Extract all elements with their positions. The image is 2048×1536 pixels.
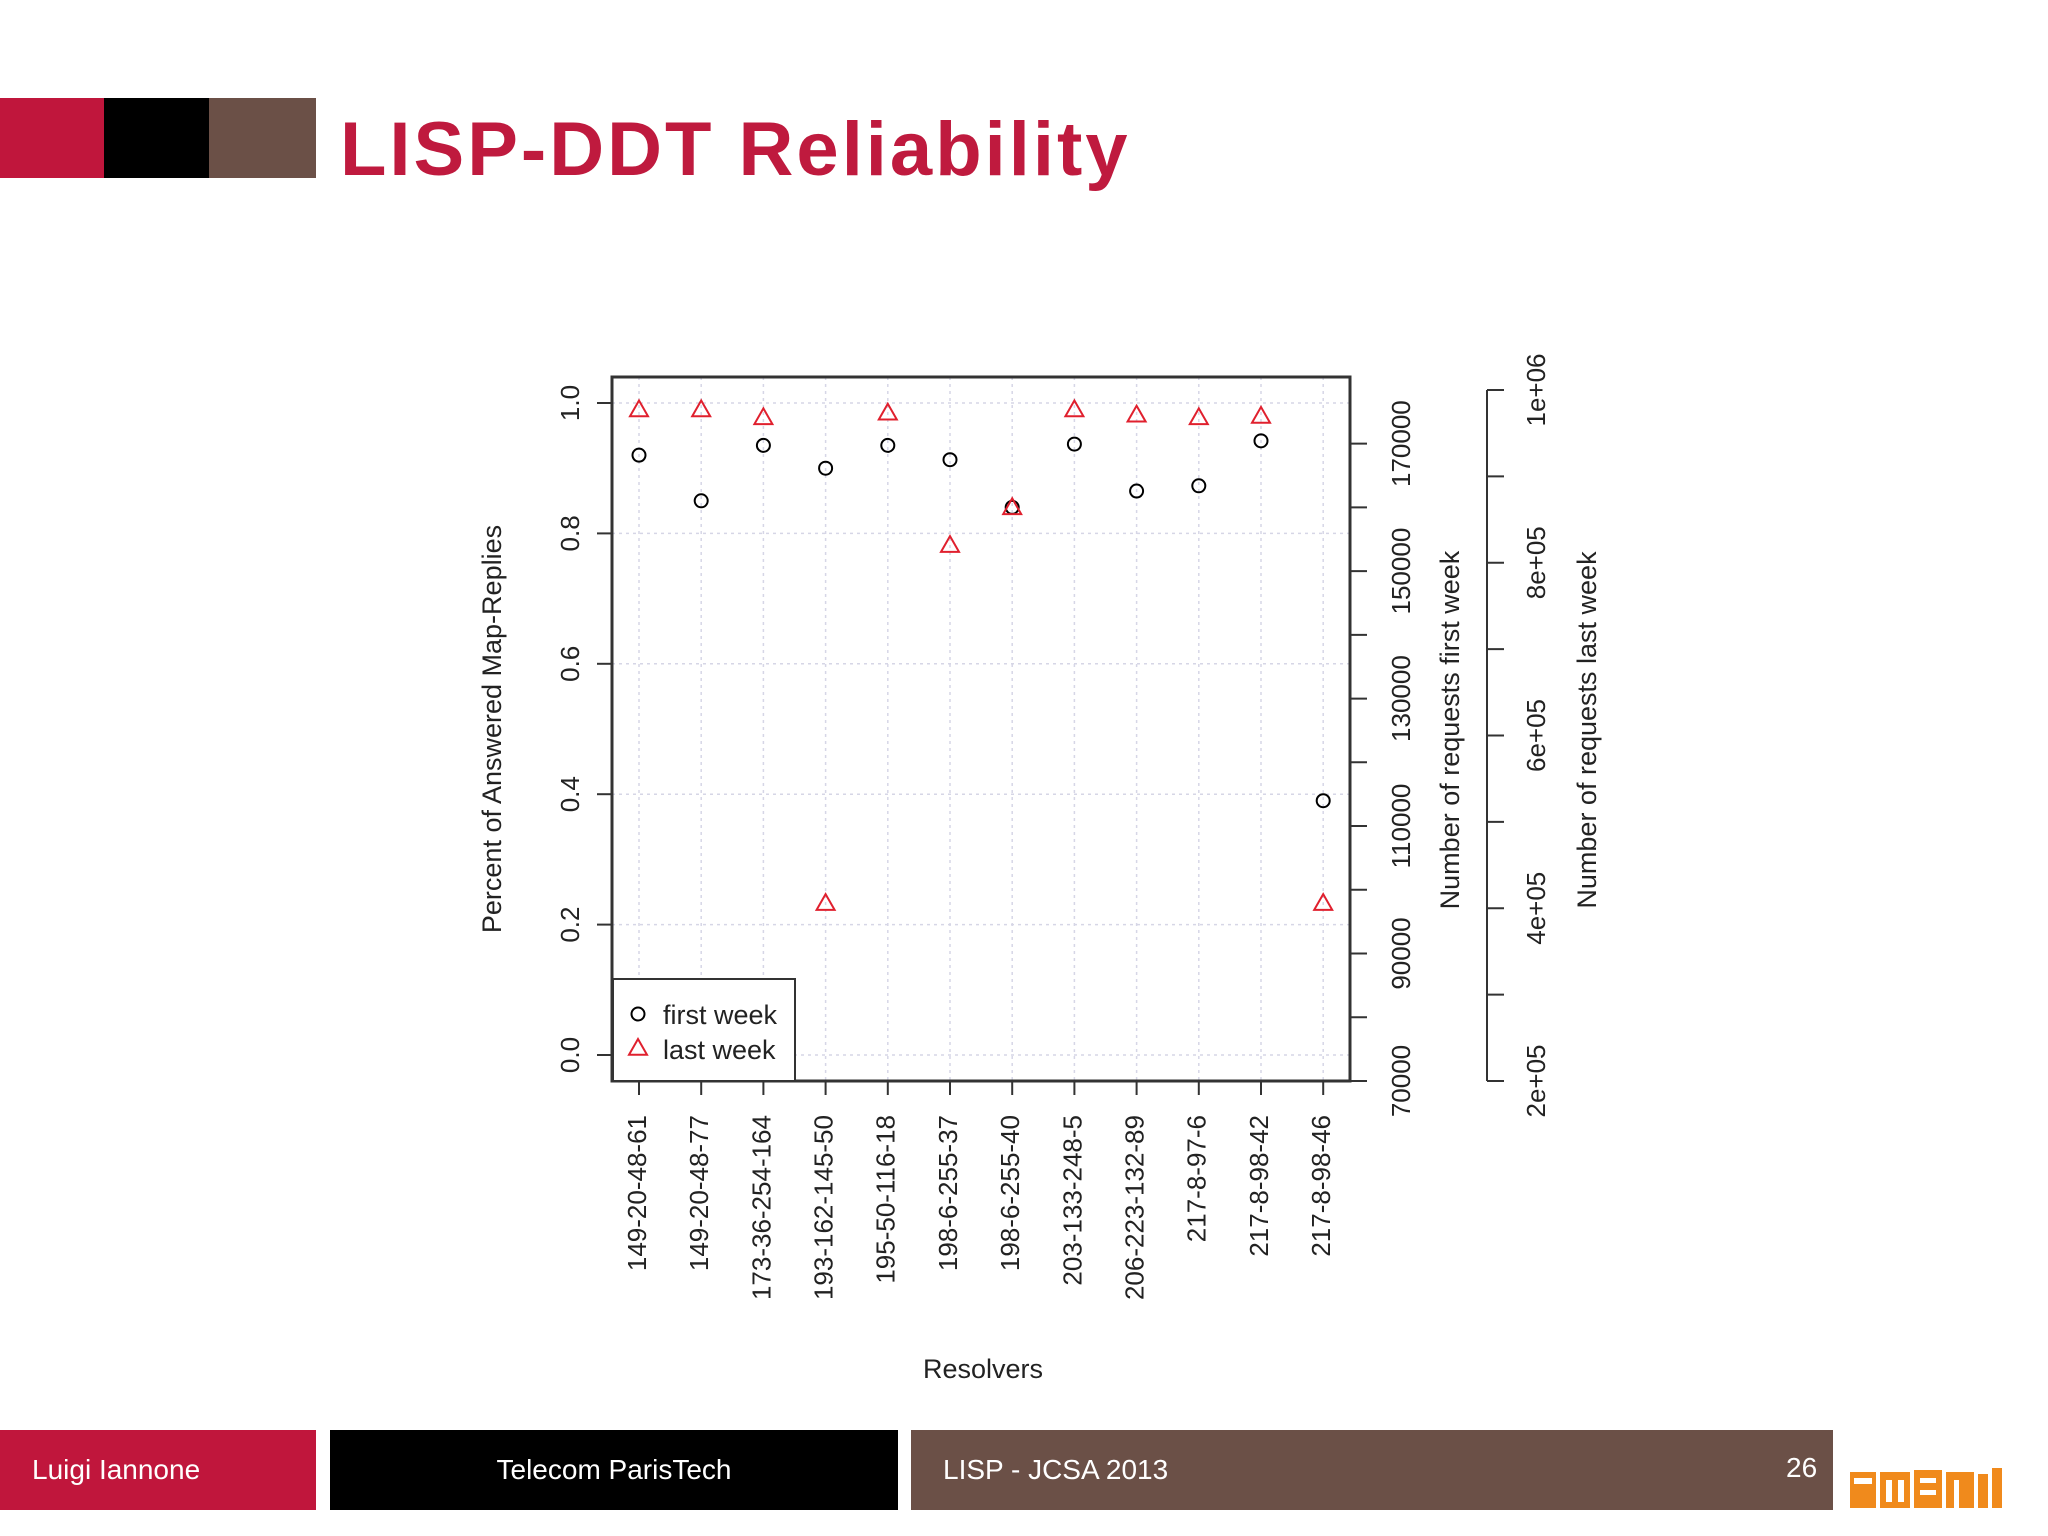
x-tick-label: 195-50-116-18 — [871, 1115, 901, 1284]
last-week-point — [939, 534, 961, 553]
first-week-point — [942, 452, 958, 468]
right-axis-2-tick-label: 1e+06 — [1521, 353, 1551, 426]
footer-event-box: LISP - JCSA 2013 — [911, 1430, 1833, 1510]
last-week-point — [1063, 398, 1086, 418]
y-tick-label: 0.8 — [555, 515, 585, 551]
first-week-point — [818, 460, 834, 476]
page-number: 26 — [1786, 1452, 1818, 1483]
first-week-point — [1129, 483, 1145, 499]
right-axis-1-tick-label: 90000 — [1386, 917, 1416, 989]
legend-label-first-week: first week — [663, 1000, 778, 1030]
slide-title: LISP-DDT Reliability — [340, 107, 1131, 192]
x-tick-label: 198-6-255-40 — [995, 1115, 1025, 1271]
header-black-block — [104, 98, 209, 178]
last-week-point — [1125, 403, 1148, 423]
y-tick-label: 0.6 — [555, 646, 585, 682]
first-week-point — [1315, 793, 1331, 809]
right-axis-1-tick-label: 150000 — [1386, 528, 1416, 615]
right-axis-2-tick-label: 4e+05 — [1521, 872, 1551, 945]
first-week-point — [1191, 478, 1207, 494]
right-axis-1-label: Number of requests first week — [1435, 550, 1465, 909]
last-week-point — [1312, 892, 1334, 911]
right-axis-2-tick-label: 2e+05 — [1521, 1044, 1551, 1117]
legend-circle-marker — [630, 1006, 646, 1022]
x-tick-label: 173-36-254-164 — [746, 1115, 776, 1300]
legend-label-last-week: last week — [663, 1035, 776, 1065]
y-tick-label: 0.2 — [555, 907, 585, 943]
header-brown-block — [209, 98, 316, 178]
right-axis-2-label: Number of requests last week — [1572, 551, 1602, 909]
x-tick-label: 149-20-48-61 — [622, 1115, 652, 1271]
last-week-point — [1188, 406, 1210, 426]
header-red-block — [0, 98, 104, 178]
x-tick-label: 198-6-255-37 — [933, 1115, 963, 1271]
x-tick-label: 193-162-145-50 — [808, 1115, 838, 1300]
first-week-point — [1253, 433, 1269, 449]
footer-author: Luigi Iannone — [32, 1454, 201, 1485]
footer-author-box: Luigi Iannone — [0, 1430, 316, 1510]
right-axis-1-tick-label: 170000 — [1386, 400, 1416, 487]
first-week-point — [1066, 436, 1082, 452]
x-tick-label: 203-133-248-5 — [1057, 1115, 1087, 1286]
first-week-point — [880, 437, 896, 453]
institution-logo-icon — [1850, 1468, 2002, 1508]
x-tick-label: 217-8-97-6 — [1182, 1115, 1212, 1242]
footer-institution: Telecom ParisTech — [496, 1454, 732, 1485]
legend-triangle-marker — [627, 1036, 649, 1056]
x-tick-label: 206-223-132-89 — [1119, 1115, 1149, 1300]
last-week-point — [1001, 496, 1023, 516]
last-week-point — [877, 401, 899, 421]
x-tick-label: 217-8-98-46 — [1306, 1115, 1336, 1257]
last-week-point — [690, 398, 712, 418]
y-tick-label: 0.4 — [555, 776, 585, 812]
legend-box — [612, 978, 796, 1082]
last-week-point — [1250, 405, 1272, 424]
x-axis-label: Resolvers — [923, 1354, 1043, 1384]
right-axis-2-tick-label: 8e+05 — [1521, 526, 1551, 599]
footer-institution-box: Telecom ParisTech — [330, 1430, 898, 1510]
y-axis-label: Percent of Answered Map-Replies — [477, 525, 507, 933]
last-week-point — [752, 406, 775, 426]
x-tick-label: 149-20-48-77 — [684, 1115, 714, 1271]
right-axis-1-tick-label: 110000 — [1386, 784, 1416, 869]
first-week-point — [693, 493, 709, 509]
plot-frame — [610, 375, 1352, 1083]
last-week-point — [628, 398, 650, 418]
y-tick-label: 0.0 — [555, 1037, 585, 1073]
footer-event: LISP - JCSA 2013 — [943, 1454, 1169, 1485]
right-axis-1-tick-label: 130000 — [1386, 655, 1416, 742]
right-axis-1-tick-label: 70000 — [1386, 1045, 1416, 1117]
right-axis-2-tick-label: 6e+05 — [1521, 699, 1551, 772]
last-week-point — [814, 892, 837, 911]
y-tick-label: 1.0 — [555, 385, 585, 421]
first-week-point — [755, 437, 771, 453]
x-tick-label: 217-8-98-42 — [1244, 1115, 1274, 1257]
first-week-point — [631, 447, 647, 463]
